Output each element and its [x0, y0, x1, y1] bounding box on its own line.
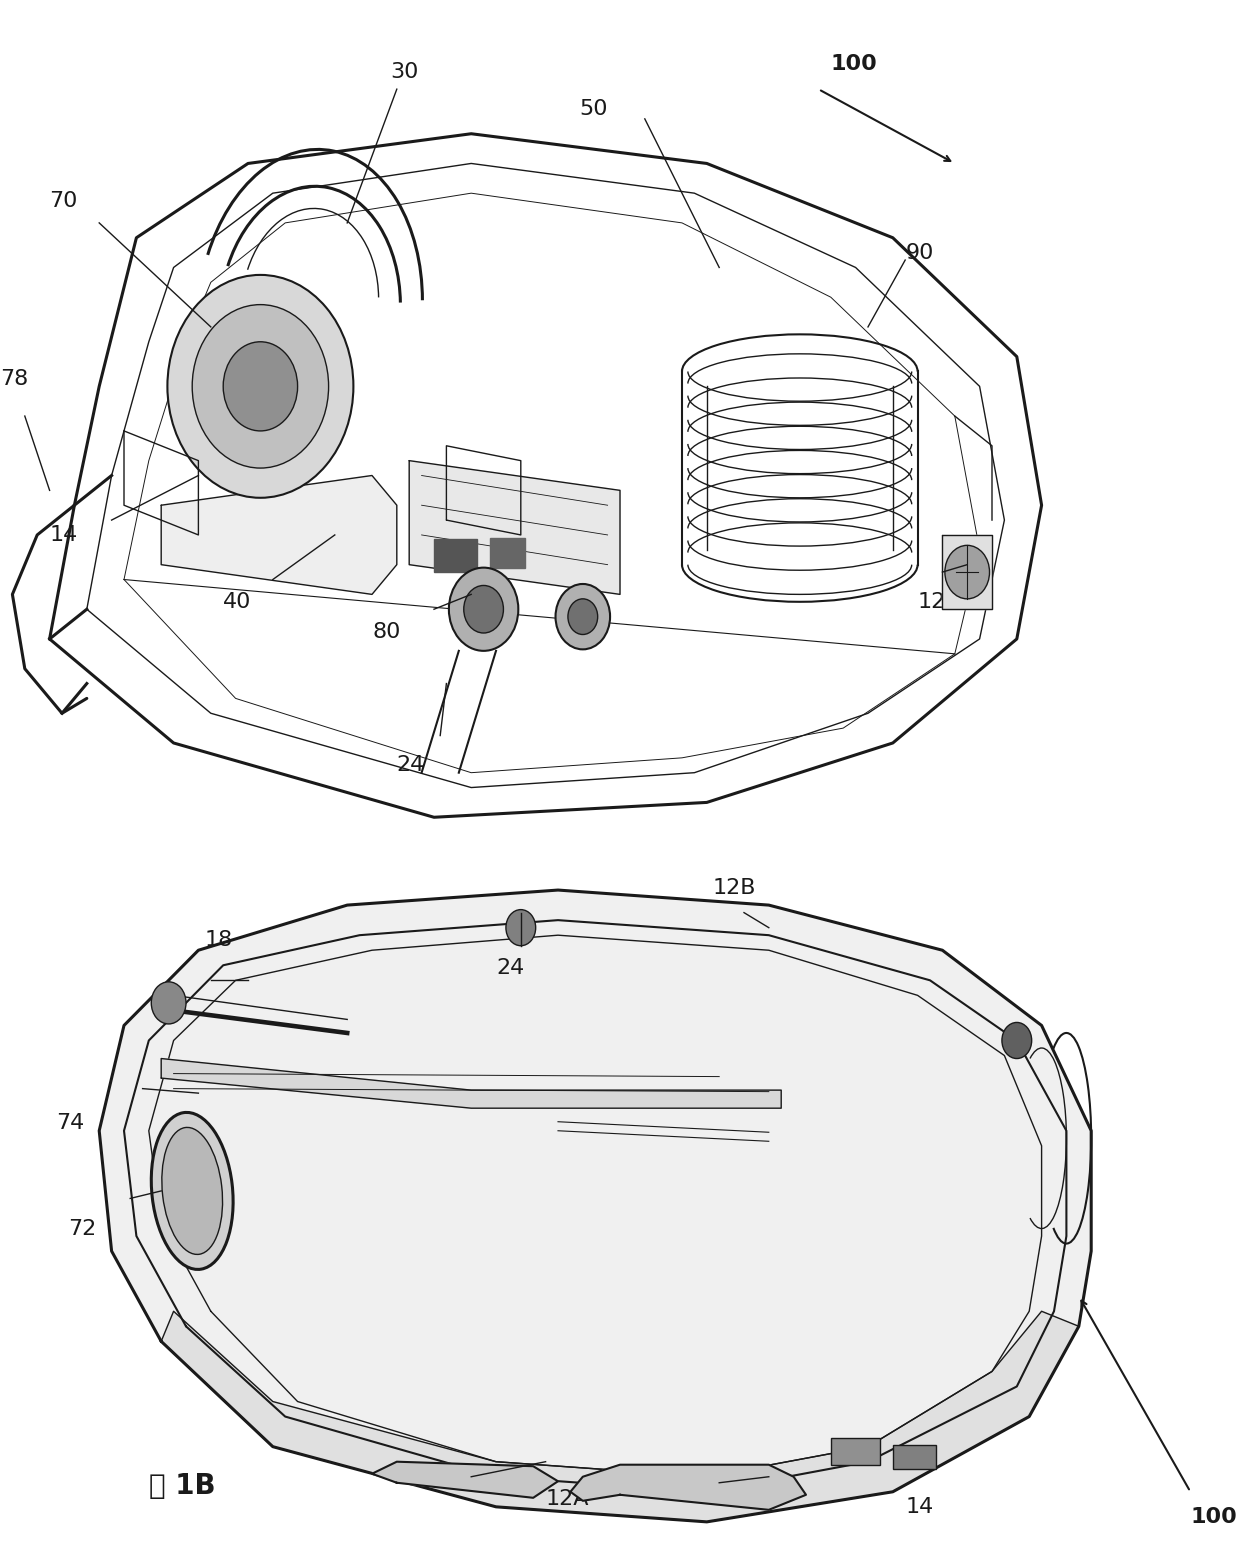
Text: 12B: 12B	[713, 878, 756, 898]
Circle shape	[192, 304, 329, 469]
Text: 78: 78	[0, 368, 29, 389]
Text: 14: 14	[50, 525, 78, 545]
Text: 24: 24	[496, 957, 525, 978]
Text: 12A: 12A	[546, 1489, 589, 1509]
Text: 24: 24	[397, 755, 425, 776]
Circle shape	[151, 983, 186, 1023]
Polygon shape	[942, 534, 992, 610]
Circle shape	[556, 584, 610, 649]
Text: 40: 40	[223, 592, 252, 611]
Bar	[490, 537, 525, 567]
Ellipse shape	[151, 1113, 233, 1269]
Text: 70: 70	[50, 191, 78, 210]
Circle shape	[464, 586, 503, 633]
Text: 14: 14	[905, 1496, 934, 1517]
Text: 100: 100	[1190, 1507, 1238, 1526]
Text: 100: 100	[831, 55, 878, 74]
Polygon shape	[161, 1312, 1079, 1522]
Text: 50: 50	[579, 99, 608, 119]
Circle shape	[506, 909, 536, 946]
Ellipse shape	[162, 1127, 222, 1255]
Text: 90: 90	[905, 243, 934, 263]
Text: 30: 30	[391, 61, 419, 81]
Polygon shape	[99, 890, 1091, 1522]
Text: 80: 80	[372, 622, 401, 641]
Text: 图 1B: 图 1B	[149, 1471, 216, 1500]
Polygon shape	[409, 461, 620, 594]
Circle shape	[449, 567, 518, 650]
Circle shape	[1002, 1022, 1032, 1059]
Polygon shape	[161, 475, 397, 594]
Bar	[434, 539, 477, 572]
Circle shape	[945, 545, 990, 599]
Circle shape	[167, 274, 353, 498]
Text: 18: 18	[205, 931, 233, 950]
Text: 12B: 12B	[918, 592, 961, 611]
Polygon shape	[161, 1059, 781, 1108]
Bar	[831, 1437, 880, 1465]
Circle shape	[568, 599, 598, 635]
Text: 74: 74	[56, 1113, 84, 1133]
Polygon shape	[570, 1465, 806, 1511]
Circle shape	[223, 342, 298, 431]
Text: 72: 72	[68, 1219, 97, 1238]
Polygon shape	[372, 1462, 558, 1498]
Bar	[893, 1445, 936, 1470]
